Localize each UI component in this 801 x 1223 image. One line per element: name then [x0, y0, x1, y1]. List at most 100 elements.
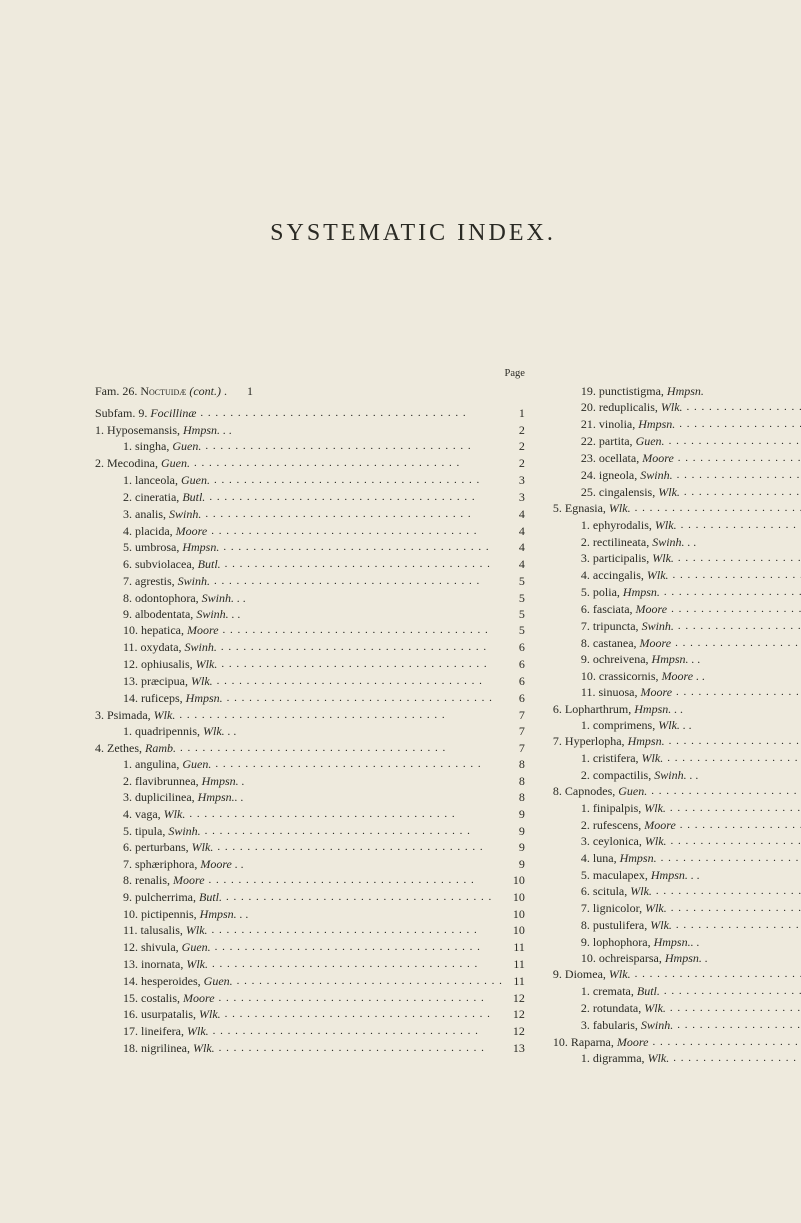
- entry-label: 5. polia, Hmpsn.: [581, 584, 664, 600]
- entry-label: 1. quadripennis, Wlk. . .: [123, 723, 241, 739]
- right-column-header: Page: [553, 367, 801, 381]
- leader-dots: [221, 657, 503, 672]
- leader-dots: [205, 507, 503, 522]
- entry-authority: Wlk.: [658, 400, 683, 414]
- entry-label: 1. singha, Guen.: [123, 438, 205, 454]
- entry-authority: Wlk.: [193, 657, 218, 671]
- leader-dots: [656, 884, 801, 899]
- index-row: 12. ophiusalis, Wlk.6: [95, 656, 525, 673]
- entry-label: 3. ceylonica, Wlk.: [581, 833, 671, 849]
- entry-label: 6. scitula, Wlk.: [581, 883, 656, 899]
- entry-page: 5: [503, 590, 525, 606]
- entry-page: 12: [503, 1006, 525, 1022]
- entry-authority: Wlk.: [652, 518, 677, 532]
- entry-label: 22. partita, Guen.: [581, 433, 669, 449]
- entry-label: 3. Psimada, Wlk.: [95, 707, 179, 723]
- entry-label: 3. fabularis, Swinh.: [581, 1017, 677, 1033]
- leader-dots: [673, 568, 801, 583]
- leader-dots: [677, 1018, 801, 1033]
- entry-authority: Swinh.: [165, 824, 200, 838]
- entry-label: 2. compactilis, Swinh. . .: [581, 767, 703, 783]
- entry-label: 8. Capnodes, Guen.: [553, 783, 651, 799]
- leader-dots: [681, 518, 801, 533]
- entry-page: 4: [503, 506, 525, 522]
- index-row: 21. vinolia, Hmpsn.13: [553, 416, 801, 433]
- entry-label: 3. duplicilinea, Hmpsn.. .: [123, 789, 248, 805]
- entry-authority: Moore: [180, 991, 215, 1005]
- entry-authority: Wlk.: [642, 901, 667, 915]
- index-row: 8. Capnodes, Guen.20: [553, 783, 801, 800]
- entry-authority: Wlk.: [647, 918, 672, 932]
- index-row: 1. singha, Guen. 2: [95, 438, 525, 455]
- index-row: 4. accingalis, Wlk.16: [553, 567, 801, 584]
- index-row: 7. tripuncta, Swinh.17: [553, 618, 801, 635]
- entry-authority: Wlk. . .: [200, 724, 237, 738]
- leader-dots: [212, 957, 503, 972]
- entry-authority: Moore: [637, 685, 672, 699]
- entry-label: 14. ruficeps, Hmpsn.: [123, 690, 227, 706]
- entry-label: Subfam. 9. Focillinæ: [95, 405, 200, 421]
- index-row: 2. rufescens, Moore20: [553, 817, 801, 834]
- leader-dots: [664, 984, 801, 999]
- index-row: 12. shivula, Guen.11: [95, 939, 525, 956]
- entry-authority: Wlk.: [183, 923, 208, 937]
- index-row: 7. Hyperlopha, Hmpsn.19: [553, 733, 801, 750]
- leader-dots: [209, 490, 503, 505]
- entry-authority: Swinh. . .: [199, 591, 246, 605]
- index-row: 16. usurpatalis, Wlk.12: [95, 1006, 525, 1023]
- entry-authority: Wlk.: [196, 1007, 221, 1021]
- index-row: 22. partita, Guen.14: [553, 433, 801, 450]
- entry-page: 11: [503, 939, 525, 955]
- entry-authority: Hmpsn. .: [199, 774, 245, 788]
- leader-dots: [670, 1001, 801, 1016]
- entry-label: 1. comprimens, Wlk. . .: [581, 717, 696, 733]
- index-row: 3. duplicilinea, Hmpsn.. . 8: [95, 789, 525, 805]
- index-row: 1. ephyrodalis, Wlk.15: [553, 517, 801, 534]
- entry-authority: Wlk.: [627, 884, 652, 898]
- entry-authority: Swinh.: [637, 468, 672, 482]
- entry-authority: Hmpsn.: [625, 734, 665, 748]
- entry-label: 17. lineifera, Wlk.: [123, 1023, 213, 1039]
- entry-label: 13. præcipua, Wlk.: [123, 673, 217, 689]
- entry-page: 8: [503, 756, 525, 772]
- entry-authority: Wlk.: [645, 1051, 670, 1065]
- leader-dots: [684, 485, 801, 500]
- entry-authority: Guen.: [615, 784, 647, 798]
- entry-authority: Butl.: [179, 490, 205, 504]
- entry-label: 15. costalis, Moore: [123, 990, 219, 1006]
- index-row: 13. inornata, Wlk.11: [95, 956, 525, 973]
- index-row: 1. cristifera, Wlk.19: [553, 750, 801, 767]
- entry-label: 1. ephyrodalis, Wlk.: [581, 517, 681, 533]
- index-row: 9. ochreivena, Hmpsn. . .17: [553, 651, 801, 667]
- entry-label: 7. agrestis, Swinh.: [123, 573, 214, 589]
- entry-label: 9. ochreivena, Hmpsn. . .: [581, 651, 705, 667]
- entry-page: 5: [503, 622, 525, 638]
- entry-label: 6. Lopharthrum, Hmpsn. . .: [553, 701, 687, 717]
- entry-page: 8: [503, 789, 525, 805]
- entry-label: 8. renalis, Moore: [123, 872, 209, 888]
- leader-dots: [179, 708, 503, 723]
- entry-label: 19. punctistigma, Hmpsn.: [581, 383, 708, 399]
- leader-dots: [212, 923, 503, 938]
- entry-page: 6: [503, 639, 525, 655]
- entry-page: 6: [503, 690, 525, 706]
- leader-dots: [189, 807, 503, 822]
- index-row: 5. polia, Hmpsn.16: [553, 584, 801, 601]
- entry-page: 3: [503, 489, 525, 505]
- entry-authority: Wlk.: [151, 708, 176, 722]
- entry-page: 2: [503, 438, 525, 454]
- entry-page: 4: [503, 539, 525, 555]
- entry-authority: Wlk.: [649, 551, 674, 565]
- entry-authority: Hmpsn. . .: [180, 423, 232, 437]
- entry-label: Fam. 26. Noctuidæ (cont.) .: [95, 383, 231, 399]
- index-row: 9. Diomea, Wlk.23: [553, 966, 801, 983]
- leader-dots: [213, 1024, 503, 1039]
- leader-dots: [200, 406, 503, 421]
- entry-authority: Swinh.: [638, 1018, 673, 1032]
- entry-label: 11. oxydata, Swinh.: [123, 639, 221, 655]
- entry-authority: Moore . .: [659, 669, 706, 683]
- index-row: 14. hesperoides, Guen.11: [95, 973, 525, 990]
- entry-authority: Hmpsn. . .: [648, 868, 700, 882]
- leader-dots: [194, 456, 503, 471]
- index-row: 6. scitula, Wlk.21: [553, 883, 801, 900]
